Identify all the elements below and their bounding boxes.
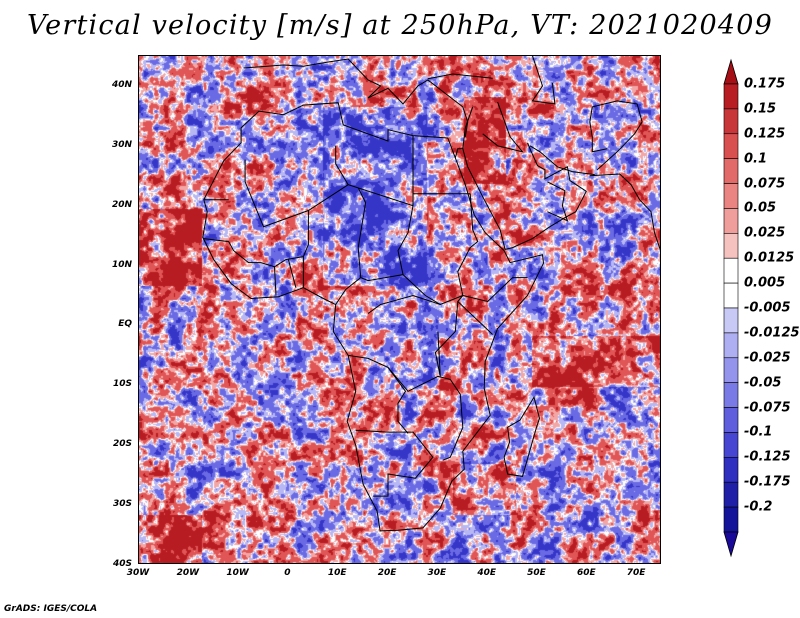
colorbar-label: -0.2 (744, 499, 773, 515)
caspian-coast (531, 56, 556, 105)
colorbar-segment (723, 357, 739, 383)
madagascar-coastline (503, 396, 541, 477)
lat-tick-label: 10N (111, 259, 132, 270)
footer-credit: GrADS: IGES/COLA (4, 604, 98, 614)
border-line (589, 100, 643, 171)
colorbar-label: 0.15 (744, 101, 777, 117)
colorbar-segment (723, 457, 739, 483)
lat-tick-label: 40N (111, 79, 132, 90)
colorbar-label: -0.1 (744, 424, 773, 440)
lat-tick-label: 10S (112, 379, 132, 390)
colorbar-label: -0.005 (744, 300, 791, 316)
border-line (244, 159, 471, 228)
lon-tick-label: 60E (576, 568, 596, 578)
colorbar-label: -0.075 (744, 400, 791, 416)
colorbar-bottom-arrow (723, 531, 739, 558)
colorbar-segment (723, 332, 739, 359)
border-line (397, 135, 441, 305)
lon-tick-label: 20E (377, 568, 397, 578)
arabia-coastline (462, 142, 587, 251)
colorbar-label: 0.0125 (744, 250, 795, 266)
border-line (203, 238, 277, 296)
border-line (482, 101, 524, 153)
colorbar-segment (723, 282, 739, 309)
colorbar-label: -0.05 (744, 375, 782, 391)
colorbar-label: 0.125 (744, 126, 786, 142)
border-line (357, 187, 404, 282)
lon-tick-label: 10E (327, 568, 347, 578)
border-line (287, 259, 297, 288)
colorbar-segment (723, 382, 739, 408)
colorbar-segment (723, 481, 739, 508)
lon-tick-label: 50E (527, 568, 546, 578)
border-line (335, 277, 362, 305)
border-line (547, 181, 569, 222)
colorbar-segment (723, 183, 739, 209)
india-coastline (589, 173, 660, 251)
border-line (387, 367, 409, 434)
colorbar-segment (723, 133, 739, 159)
lon-tick-label: 0 (284, 568, 291, 578)
coastline-overlay (202, 56, 660, 532)
lon-tick-label: 10W (226, 568, 249, 578)
page-title: Vertical velocity [m/s] at 250hPa, VT: 2… (26, 10, 774, 41)
colorbar-segment (723, 432, 739, 458)
border-line (457, 193, 528, 303)
lat-tick-label: 20N (111, 199, 132, 210)
colorbar-segment (723, 108, 739, 135)
colorbar-label: 0.05 (744, 200, 777, 216)
map-panel (138, 55, 661, 564)
lat-tick-label: 30N (111, 139, 132, 150)
border-line (367, 294, 493, 335)
border-line (355, 429, 434, 497)
colorbar-segment (723, 506, 739, 533)
lon-tick-label: 30W (126, 568, 150, 578)
lat-tick-label: 30S (112, 499, 132, 510)
colorbar-label: 0.175 (744, 76, 786, 92)
lon-tick-label: 40E (477, 568, 496, 578)
lat-tick-label: 20S (112, 439, 132, 450)
border-line (348, 354, 464, 461)
africa-coastline (202, 102, 545, 532)
colorbar-segment (723, 208, 739, 234)
border-line (335, 145, 349, 185)
colorbar-segment (723, 83, 739, 110)
colorbar-label: 0.075 (744, 176, 786, 192)
colorbar-segment (723, 158, 739, 184)
colorbar-label: 0.005 (744, 275, 786, 291)
colorbar-label: 0.025 (744, 225, 786, 241)
colorbar-segment (723, 307, 739, 334)
colorbar-segment (723, 257, 739, 284)
persian-gulf-iran (529, 145, 595, 176)
colorbar-top-arrow (723, 58, 739, 85)
vertical-velocity-field (139, 56, 660, 563)
lat-tick-label: EQ (118, 319, 132, 330)
lon-tick-label: 70E (626, 568, 646, 578)
colorbar-label: -0.125 (744, 449, 791, 465)
colorbar-segment (723, 233, 739, 259)
border-line (454, 106, 474, 158)
colorbar-segment (723, 407, 739, 433)
colorbar-label: 0.1 (744, 151, 768, 167)
border-line (434, 301, 459, 377)
lat-tick-label: 40S (112, 559, 132, 569)
colorbar-label: -0.025 (744, 350, 791, 366)
mediterranean-north (243, 58, 469, 137)
colorbar-label: -0.175 (744, 474, 791, 490)
lon-tick-label: 30E (427, 568, 447, 578)
colorbar-label: -0.0125 (744, 325, 800, 341)
lon-tick-label: 20W (176, 568, 200, 578)
black-sea-coast (427, 73, 493, 80)
